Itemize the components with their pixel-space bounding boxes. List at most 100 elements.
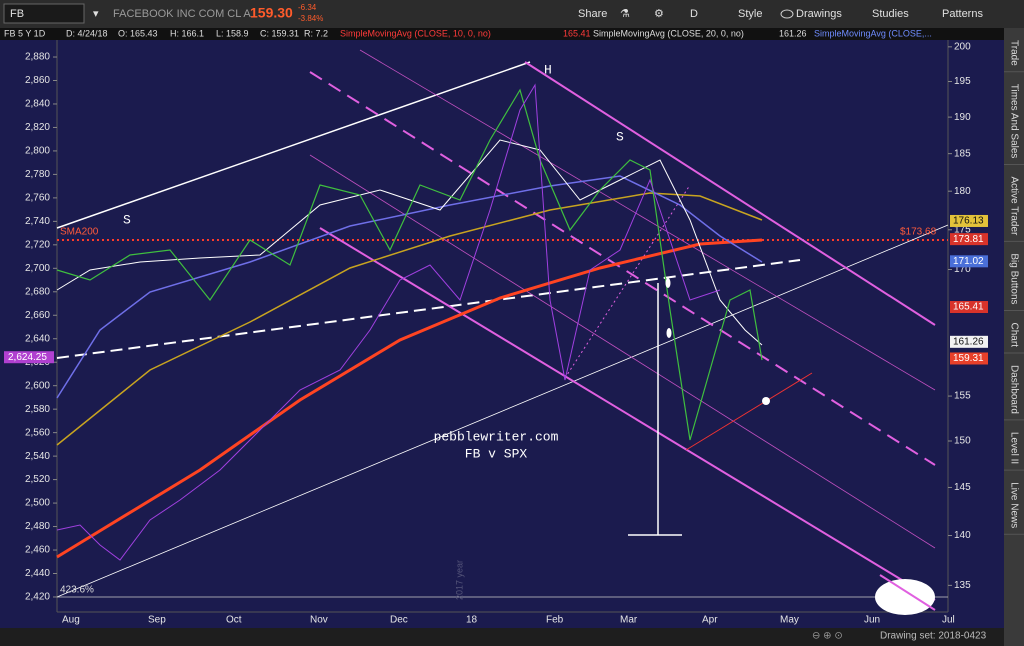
price-bubble (950, 352, 988, 365)
x-tick-label: Feb (546, 615, 564, 626)
sma-line (56, 139, 763, 346)
y-tick-label: 2,660 (25, 310, 50, 321)
channel-line (524, 61, 936, 326)
side-tab[interactable]: Live News (1008, 482, 1019, 528)
patterns-button[interactable]: Patterns (942, 8, 983, 20)
marker (665, 278, 671, 288)
y-tick-label: 2,780 (25, 169, 50, 180)
price-label: 2,624.25 (8, 352, 47, 363)
status-bar (0, 628, 1004, 646)
side-tab[interactable]: Big Buttons (1008, 253, 1019, 304)
settings-icon[interactable]: ⚙ (654, 8, 664, 20)
sma200-label: SMA200 (60, 227, 99, 238)
marker (666, 328, 672, 338)
y-tick-label: 2,640 (25, 333, 50, 344)
y-tick-label: 140 (954, 530, 971, 541)
drawings (56, 49, 949, 615)
study-name: SimpleMovingAvg (CLOSE,... (814, 28, 932, 38)
y-tick-label: 190 (954, 112, 971, 123)
y-tick-label: 2,760 (25, 193, 50, 204)
style-button[interactable]: Style (738, 8, 762, 20)
side-tab-label: Live News (1008, 482, 1019, 528)
dotted-line (564, 184, 691, 379)
trendline (56, 224, 949, 598)
high: H: 166.1 (170, 28, 204, 38)
y-tick-label: 2,840 (25, 99, 50, 110)
x-tick-label: 18 (466, 615, 478, 626)
share-button[interactable]: Share (578, 8, 607, 20)
y-tick-label: 2,680 (25, 286, 50, 297)
side-tab-label: Chart (1008, 323, 1019, 348)
site-label: pebblewriter.com (434, 429, 559, 444)
y-tick-label: 2,600 (25, 380, 50, 391)
price-bubble (950, 301, 988, 314)
y-tick-label: 2,520 (25, 474, 50, 485)
y-tick-label: 185 (954, 148, 971, 159)
price-line (56, 88, 763, 441)
side-tab-label: Dashboard (1008, 365, 1019, 414)
side-tab[interactable]: Chart (1008, 323, 1019, 348)
y-tick-label: 170 (954, 264, 971, 275)
zoom-icons[interactable]: ⊖ ⊕ ⊙ (812, 631, 843, 642)
date: D: 4/24/18 (66, 28, 108, 38)
price-bubble (950, 233, 988, 246)
x-tick-label: Jun (864, 615, 880, 626)
drawings-button[interactable]: Drawings (796, 8, 842, 20)
x-tick-label: Nov (310, 615, 328, 626)
side-tab-label: Active Trader (1008, 176, 1019, 236)
chart-title: FB 5 Y 1D (4, 28, 46, 38)
sma-line (56, 175, 763, 399)
period-button[interactable]: D (690, 8, 698, 20)
close: C: 159.31 (260, 28, 299, 38)
y-tick-label: 2,420 (25, 592, 50, 603)
x-tick-label: Apr (702, 615, 718, 626)
lock-icon: ▾ (93, 8, 99, 20)
study-value: 165.41 (563, 28, 591, 38)
side-panel (1004, 28, 1024, 646)
study-name: SimpleMovingAvg (CLOSE, 10, 0, no) (340, 28, 491, 38)
y-tick-label: 2,440 (25, 568, 50, 579)
studies-button[interactable]: Studies (872, 8, 909, 20)
y-tick-label: 200 (954, 41, 971, 52)
side-tab[interactable]: Active Trader (1008, 176, 1019, 236)
y-tick-label: 175 (954, 224, 971, 235)
price-bubble (950, 255, 988, 268)
sma-line (56, 192, 763, 446)
x-tick-label: Oct (226, 615, 242, 626)
side-tab[interactable]: Dashboard (1008, 365, 1019, 414)
side-tab[interactable]: Trade (1008, 40, 1019, 66)
channel-line (879, 574, 936, 611)
channel-line (319, 227, 936, 601)
chart-area (0, 40, 1004, 628)
spx-line (56, 83, 721, 561)
y-tick-label: 2,540 (25, 451, 50, 462)
y-tick-label: 2,880 (25, 52, 50, 63)
side-tab-label: Times And Sales (1008, 84, 1019, 159)
info-bar (0, 28, 1004, 40)
y-tick-label: 2,480 (25, 521, 50, 532)
y-tick-label: 2,700 (25, 263, 50, 274)
year-label: 2017 year (454, 560, 464, 600)
side-tab[interactable]: Level II (1008, 432, 1019, 464)
shoulder-label: S (616, 129, 624, 144)
y-tick-label: 2,820 (25, 122, 50, 133)
price-label: 171.02 (953, 256, 984, 267)
price-label: 176.13 (953, 216, 984, 227)
y-tick-label: 195 (954, 76, 971, 87)
flask-icon[interactable]: ⚗ (620, 8, 630, 20)
y-tick-label: 180 (954, 186, 971, 197)
x-tick-label: Sep (148, 615, 166, 626)
price-label: 173.81 (953, 234, 984, 245)
y-tick-label: 2,740 (25, 216, 50, 227)
symbol-box[interactable] (3, 3, 85, 24)
side-tab[interactable]: Times And Sales (1008, 84, 1019, 159)
study-name: SimpleMovingAvg (CLOSE, 20, 0, no) (593, 28, 744, 38)
level-label: $173.68 (900, 227, 937, 238)
sma200-line (56, 238, 763, 559)
fib-label: 423.6% (60, 585, 94, 596)
side-tab-label: Big Buttons (1008, 253, 1019, 304)
y-tick-label: 135 (954, 580, 971, 591)
description: FACEBOOK INC COM CL A (113, 8, 251, 20)
